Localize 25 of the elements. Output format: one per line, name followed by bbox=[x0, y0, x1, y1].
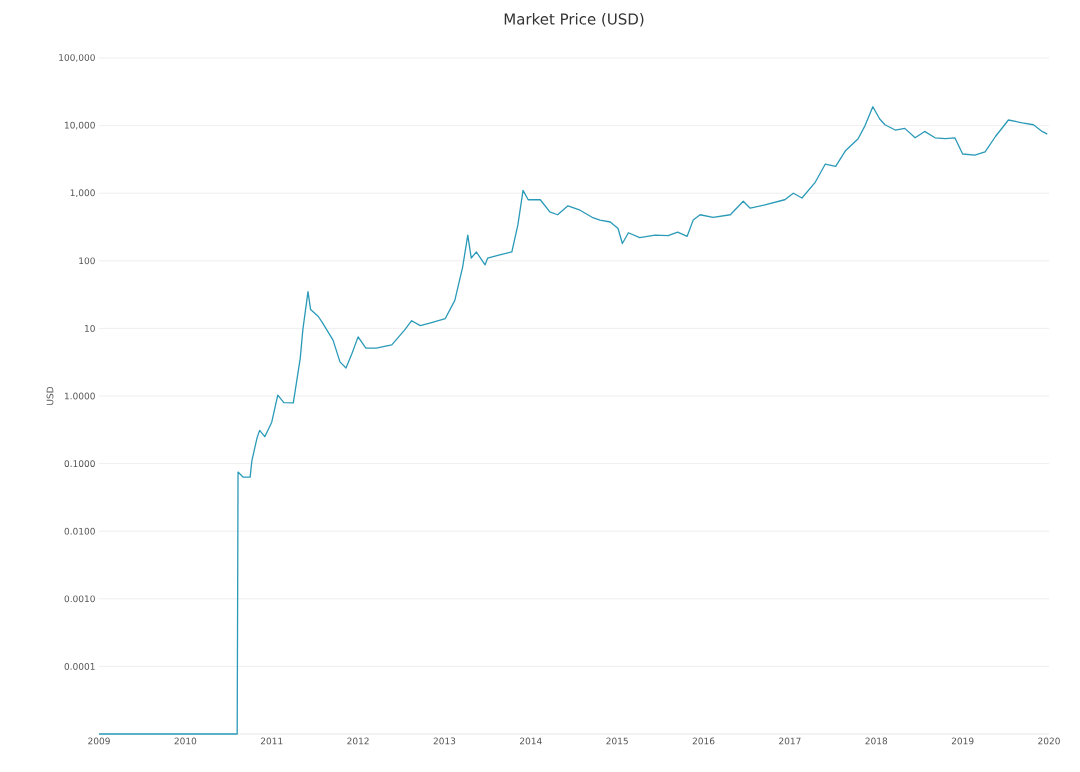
x-tick-label: 2016 bbox=[692, 737, 715, 745]
y-tick-label: 0.0001 bbox=[64, 663, 95, 670]
x-tick-label: 2009 bbox=[88, 737, 110, 745]
line-series bbox=[98, 106, 1048, 735]
x-tick-label: 2018 bbox=[865, 737, 888, 745]
x-tick-label: 2013 bbox=[433, 737, 456, 745]
chart-title: Market Price (USD) bbox=[504, 13, 644, 27]
y-tick-label: 100 bbox=[79, 257, 95, 265]
x-tick-label: 2012 bbox=[347, 737, 369, 745]
x-tick-label: 2014 bbox=[520, 737, 542, 745]
y-tick-label: 0.0100 bbox=[64, 527, 95, 535]
x-tick-label: 2017 bbox=[779, 737, 801, 745]
y-tick-label: 100,000 bbox=[59, 54, 95, 62]
x-tick-label: 2019 bbox=[951, 737, 974, 745]
y-tick-label: 10,000 bbox=[64, 121, 95, 130]
y-tick-label: 1.0000 bbox=[64, 392, 95, 400]
y-axis-title: USD bbox=[46, 386, 54, 405]
x-tick-label: 2015 bbox=[606, 737, 628, 745]
y-tick-label: 0.0010 bbox=[64, 595, 95, 603]
y-tick-label: 1,000 bbox=[70, 189, 95, 198]
x-tick-label: 2011 bbox=[260, 737, 283, 745]
x-tick-label: 2020 bbox=[1038, 737, 1060, 745]
y-tick-label: 10 bbox=[85, 325, 95, 332]
x-tick-label: 2010 bbox=[174, 737, 197, 745]
y-tick-label: 0.1000 bbox=[64, 460, 95, 467]
